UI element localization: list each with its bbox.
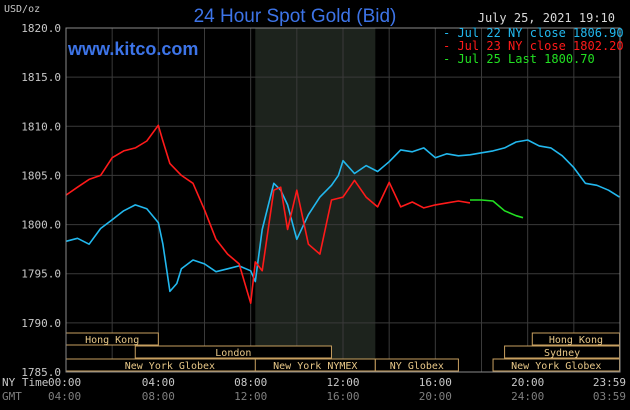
y-tick-label: 1810.0: [21, 120, 61, 133]
market-session-label: New York Globex: [125, 361, 215, 372]
x-tick-label: 16:00: [326, 390, 359, 403]
market-session-label: Hong Kong: [85, 335, 139, 346]
series-line: [65, 139, 620, 293]
nymex-session-shade: [255, 28, 376, 372]
site-url: www.kitco.com: [67, 39, 198, 59]
x-tick-label: 08:00: [234, 376, 267, 389]
y-axis-unit-label: USD/oz: [4, 4, 40, 15]
market-session-label: New York NYMEX: [273, 361, 357, 372]
market-session-bar: [374, 358, 459, 372]
market-session-label: NY Globex: [390, 361, 444, 372]
x-tick-label: 04:00: [48, 390, 81, 403]
x-tick-label: 03:59: [593, 390, 626, 403]
series-line: [65, 124, 471, 305]
y-tick-label: 1800.0: [21, 219, 61, 232]
y-tick-label: 1785.0: [21, 366, 61, 379]
x-tick-label: 12:00: [234, 390, 267, 403]
x-tick-label: 20:00: [511, 376, 544, 389]
x-axis-row-label: GMT: [2, 390, 22, 403]
legend-entry: - Jul 25 Last 1800.70: [443, 52, 595, 66]
x-tick-label: 04:00: [142, 376, 175, 389]
x-tick-label: 00:00: [48, 376, 81, 389]
market-session-label: Hong Kong: [549, 335, 603, 346]
y-tick-label: 1820.0: [21, 22, 61, 35]
y-tick-label: 1795.0: [21, 268, 61, 281]
plot-frame: [65, 27, 621, 373]
legend-entry: - Jul 23 NY close 1802.20: [443, 39, 624, 53]
x-tick-label: 23:59: [593, 376, 626, 389]
x-axis-row-label: NY Time: [2, 376, 48, 389]
x-tick-label: 08:00: [142, 390, 175, 403]
market-session-label: New York Globex: [511, 361, 601, 372]
market-session-label: London: [215, 348, 251, 359]
y-tick-label: 1790.0: [21, 317, 61, 330]
y-tick-label: 1805.0: [21, 169, 61, 182]
legend-entry: - Jul 22 NY close 1806.90: [443, 26, 624, 40]
x-tick-label: 12:00: [326, 376, 359, 389]
market-session-bar: [134, 345, 332, 359]
chart-title: 24 Hour Spot Gold (Bid): [194, 6, 397, 27]
chart-date: July 25, 2021 19:10: [478, 11, 615, 25]
x-tick-label: 24:00: [511, 390, 544, 403]
series-line: [470, 199, 524, 219]
x-tick-label: 20:00: [419, 390, 452, 403]
market-session-label: Sydney: [544, 348, 580, 359]
x-tick-label: 16:00: [419, 376, 452, 389]
y-tick-label: 1815.0: [21, 71, 61, 84]
